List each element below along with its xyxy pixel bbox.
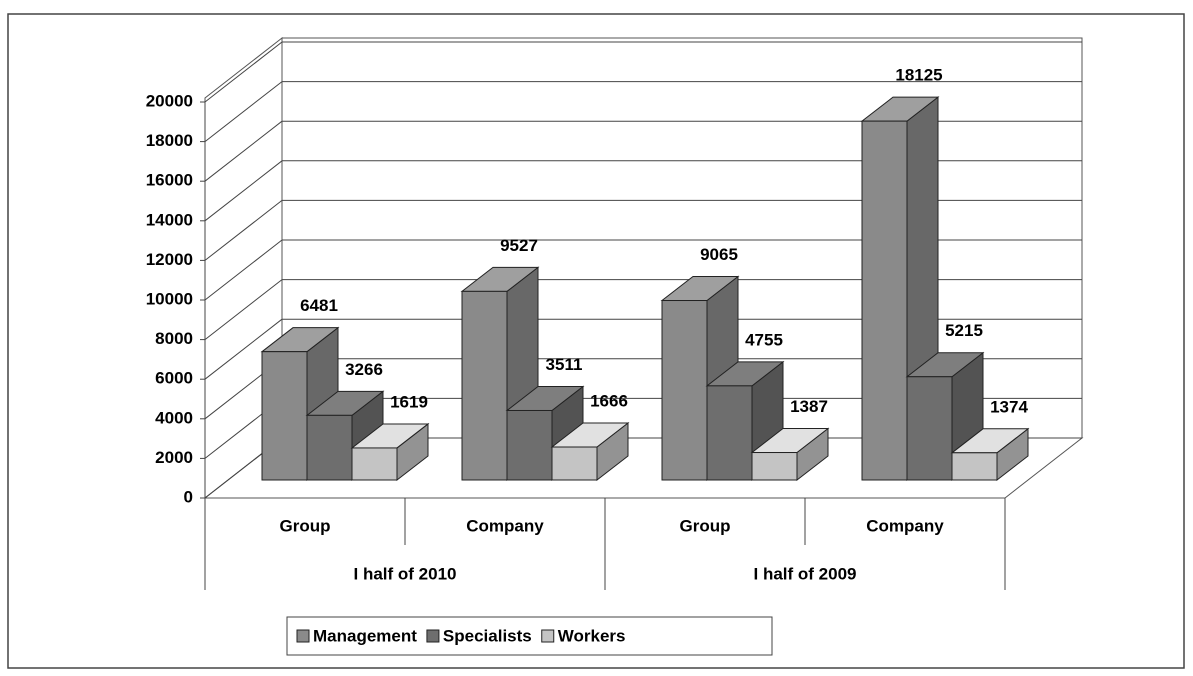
y-tick-label: 12000 bbox=[146, 250, 193, 269]
value-label: 18125 bbox=[895, 66, 942, 85]
legend-box bbox=[286, 616, 773, 656]
value-label: 9065 bbox=[700, 245, 738, 264]
y-tick-label: 8000 bbox=[155, 329, 193, 348]
legend-swatch bbox=[426, 629, 440, 643]
value-label: 1387 bbox=[790, 397, 828, 416]
legend-label: Management bbox=[313, 626, 417, 645]
y-tick-label: 20000 bbox=[146, 91, 193, 110]
bar bbox=[706, 385, 753, 481]
bar bbox=[751, 452, 798, 481]
grid-line bbox=[204, 81, 283, 142]
y-tick-label: 0 bbox=[184, 487, 193, 506]
bar bbox=[261, 351, 308, 481]
legend-label: Specialists bbox=[443, 626, 532, 645]
y-tick-label: 18000 bbox=[146, 131, 193, 150]
bar bbox=[306, 414, 353, 481]
group-label: I half of 2010 bbox=[354, 564, 457, 583]
y-tick-label: 2000 bbox=[155, 448, 193, 467]
value-label: 1374 bbox=[990, 397, 1028, 416]
legend-swatch bbox=[296, 629, 310, 643]
bar bbox=[506, 409, 553, 481]
grid-line bbox=[204, 41, 283, 103]
legend-swatch bbox=[541, 629, 555, 643]
bar bbox=[461, 290, 508, 481]
bar bbox=[551, 446, 598, 481]
value-label: 9527 bbox=[500, 236, 538, 255]
bar bbox=[861, 120, 908, 481]
y-tick-label: 10000 bbox=[146, 289, 193, 308]
value-label: 5215 bbox=[945, 321, 983, 340]
bar bbox=[906, 376, 953, 481]
value-label: 3266 bbox=[345, 360, 383, 379]
bar bbox=[661, 300, 708, 481]
grid-line bbox=[204, 160, 283, 222]
value-label: 1619 bbox=[390, 392, 428, 411]
x-tick-label: Group bbox=[280, 516, 331, 535]
x-tick-label: Company bbox=[866, 516, 944, 535]
value-label: 6481 bbox=[300, 296, 338, 315]
group-label: I half of 2009 bbox=[754, 564, 857, 583]
grid-line bbox=[204, 120, 283, 182]
x-tick-label: Company bbox=[466, 516, 544, 535]
bar bbox=[951, 452, 998, 481]
y-tick-label: 16000 bbox=[146, 171, 193, 190]
y-tick-label: 14000 bbox=[146, 210, 193, 229]
y-tick-label: 6000 bbox=[155, 369, 193, 388]
value-label: 4755 bbox=[745, 330, 783, 349]
value-label: 3511 bbox=[546, 355, 583, 374]
grid-line bbox=[204, 200, 283, 261]
grid-line bbox=[204, 239, 283, 301]
grid-line bbox=[204, 318, 283, 380]
bar bbox=[351, 447, 398, 481]
x-tick-label: Group bbox=[680, 516, 731, 535]
legend-label: Workers bbox=[558, 626, 626, 645]
y-tick-label: 4000 bbox=[155, 408, 193, 427]
grid-line bbox=[204, 279, 283, 340]
value-label: 1666 bbox=[590, 391, 628, 410]
